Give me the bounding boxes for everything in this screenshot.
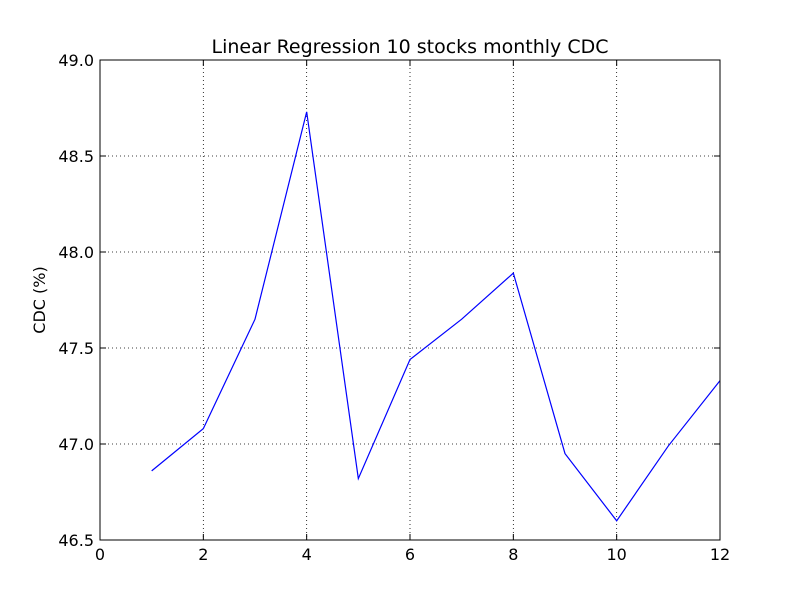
y-tick-label: 47.5 <box>58 339 94 358</box>
y-tick-label: 47.0 <box>58 435 94 454</box>
x-tick-label: 12 <box>710 545 730 564</box>
y-tick-label: 49.0 <box>58 51 94 70</box>
x-tick-label: 4 <box>302 545 312 564</box>
ticks: 0 2 4 6 8 10 12 46.5 47.0 47.5 48.0 48.5 49.0 <box>58 51 730 564</box>
y-tick-label: 48.0 <box>58 243 94 262</box>
series-layer <box>151 111 721 522</box>
x-tick-label: 8 <box>508 545 518 564</box>
grid-lines <box>99 59 721 541</box>
x-tick-label: 10 <box>606 545 626 564</box>
y-tick-label: 46.5 <box>58 531 94 550</box>
x-tick-label: 0 <box>95 545 105 564</box>
y-tick-label: 48.5 <box>58 147 94 166</box>
series-line <box>151 111 721 522</box>
chart-title: Linear Regression 10 stocks monthly CDC <box>211 36 608 58</box>
x-tick-label: 6 <box>405 545 415 564</box>
x-tick-label: 2 <box>198 545 208 564</box>
y-axis-label: CDC (%) <box>30 266 49 333</box>
